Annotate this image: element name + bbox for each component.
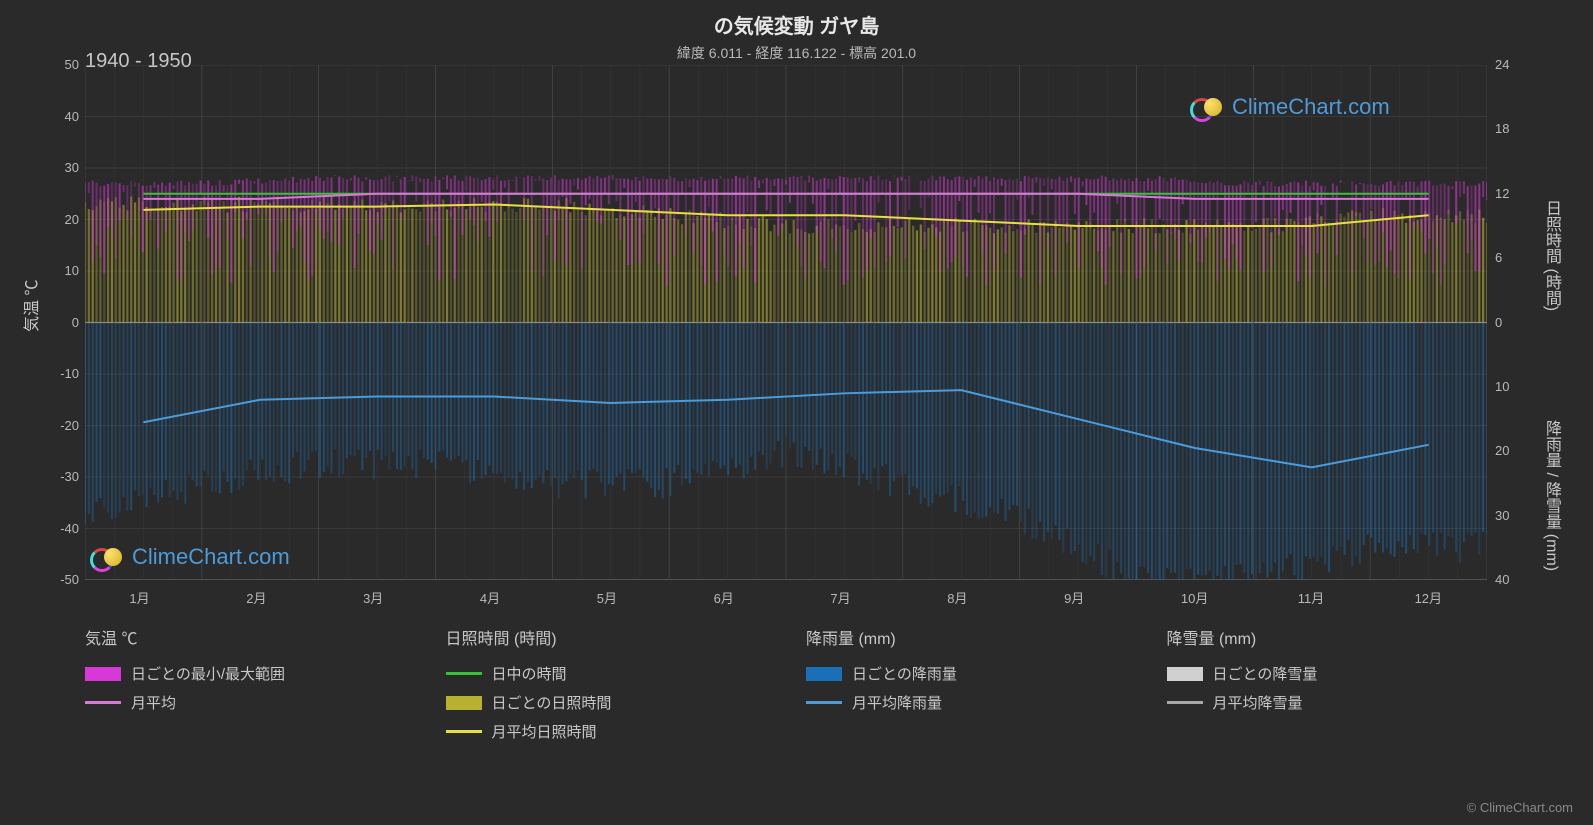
legend-group: 降雪量 (mm) 日ごとの降雪量月平均降雪量 — [1167, 625, 1488, 750]
legend-label: 日ごとの降雪量 — [1213, 663, 1318, 684]
watermark: ClimeChart.com — [90, 540, 290, 574]
y-left-tick: -10 — [60, 366, 79, 381]
legend-group: 降雨量 (mm) 日ごとの降雨量月平均降雨量 — [806, 625, 1127, 750]
legend: 気温 ℃ 日ごとの最小/最大範囲月平均 日照時間 (時間) 日中の時間日ごとの日照時間… — [85, 625, 1487, 750]
climechart-logo-icon — [1190, 90, 1224, 124]
legend-item: 月平均 — [85, 692, 406, 713]
y-left-tick: -20 — [60, 418, 79, 433]
x-tick: 7月 — [830, 588, 850, 607]
legend-item: 日ごとの日照時間 — [446, 692, 767, 713]
y-right-tick: 20 — [1495, 443, 1509, 458]
legend-label: 月平均降雪量 — [1213, 692, 1303, 713]
y-left-tick: 20 — [65, 212, 79, 227]
y-right-tick: 6 — [1495, 250, 1502, 265]
legend-swatch — [446, 696, 482, 710]
legend-swatch — [806, 701, 842, 704]
y-left-tick: 50 — [65, 57, 79, 72]
x-tick: 12月 — [1415, 588, 1442, 607]
watermark: ClimeChart.com — [1190, 90, 1390, 124]
y-right-axis-label-precip: 降雨量 / 降雪量 (mm) — [1539, 420, 1563, 571]
legend-item: 日ごとの降雪量 — [1167, 663, 1488, 684]
watermark-text: ClimeChart.com — [132, 544, 290, 570]
y-right-tick: 12 — [1495, 186, 1509, 201]
legend-label: 日ごとの日照時間 — [492, 692, 612, 713]
x-tick: 4月 — [480, 588, 500, 607]
legend-swatch — [446, 672, 482, 675]
x-tick: 3月 — [363, 588, 383, 607]
x-tick: 2月 — [246, 588, 266, 607]
x-tick: 5月 — [597, 588, 617, 607]
x-tick: 10月 — [1181, 588, 1208, 607]
y-left-tick: 10 — [65, 263, 79, 278]
y-right-tick: 24 — [1495, 57, 1509, 72]
copyright: © ClimeChart.com — [1467, 800, 1573, 815]
y-left-tick: 40 — [65, 109, 79, 124]
legend-label: 月平均日照時間 — [492, 721, 597, 742]
legend-group-title: 降雨量 (mm) — [806, 625, 1127, 649]
x-tick: 11月 — [1298, 588, 1325, 607]
legend-item: 日ごとの降雨量 — [806, 663, 1127, 684]
chart-subtitle: 緯度 6.011 - 経度 116.122 - 標高 201.0 — [0, 39, 1593, 63]
y-right-tick: 18 — [1495, 121, 1509, 136]
legend-swatch — [1167, 667, 1203, 681]
y-right-tick: 10 — [1495, 379, 1509, 394]
legend-item: 月平均降雪量 — [1167, 692, 1488, 713]
legend-swatch — [85, 667, 121, 681]
legend-label: 日中の時間 — [492, 663, 567, 684]
legend-group: 日照時間 (時間) 日中の時間日ごとの日照時間月平均日照時間 — [446, 625, 767, 750]
y-left-tick: -40 — [60, 521, 79, 536]
x-tick: 6月 — [714, 588, 734, 607]
legend-group-title: 気温 ℃ — [85, 625, 406, 649]
y-left-tick: -30 — [60, 469, 79, 484]
legend-item: 月平均降雨量 — [806, 692, 1127, 713]
y-right-tick: 40 — [1495, 572, 1509, 587]
watermark-text: ClimeChart.com — [1232, 94, 1390, 120]
climechart-logo-icon — [90, 540, 124, 574]
legend-swatch — [806, 667, 842, 681]
y-left-tick: -50 — [60, 572, 79, 587]
chart-title: の気候変動 ガヤ島 — [0, 0, 1593, 39]
legend-item: 日ごとの最小/最大範囲 — [85, 663, 406, 684]
legend-swatch — [85, 701, 121, 704]
x-tick: 8月 — [947, 588, 967, 607]
climate-chart: の気候変動 ガヤ島 緯度 6.011 - 経度 116.122 - 標高 201… — [0, 0, 1593, 825]
y-right-tick: 0 — [1495, 315, 1502, 330]
legend-swatch — [446, 730, 482, 733]
legend-group: 気温 ℃ 日ごとの最小/最大範囲月平均 — [85, 625, 406, 750]
legend-group-title: 日照時間 (時間) — [446, 625, 767, 649]
legend-label: 日ごとの最小/最大範囲 — [131, 663, 285, 684]
legend-swatch — [1167, 701, 1203, 704]
y-left-axis-label: 気温 ℃ — [18, 280, 42, 332]
legend-label: 日ごとの降雨量 — [852, 663, 957, 684]
legend-item: 月平均日照時間 — [446, 721, 767, 742]
y-left-tick: 30 — [65, 160, 79, 175]
y-left-tick: 0 — [72, 315, 79, 330]
legend-group-title: 降雪量 (mm) — [1167, 625, 1488, 649]
legend-item: 日中の時間 — [446, 663, 767, 684]
x-tick: 1月 — [129, 588, 149, 607]
legend-label: 月平均降雨量 — [852, 692, 942, 713]
y-right-tick: 30 — [1495, 508, 1509, 523]
plot-area — [85, 65, 1487, 580]
x-tick: 9月 — [1064, 588, 1084, 607]
legend-label: 月平均 — [131, 692, 176, 713]
plot-svg — [85, 65, 1487, 580]
y-right-axis-label-sunshine: 日照時間 (時間) — [1539, 200, 1563, 311]
